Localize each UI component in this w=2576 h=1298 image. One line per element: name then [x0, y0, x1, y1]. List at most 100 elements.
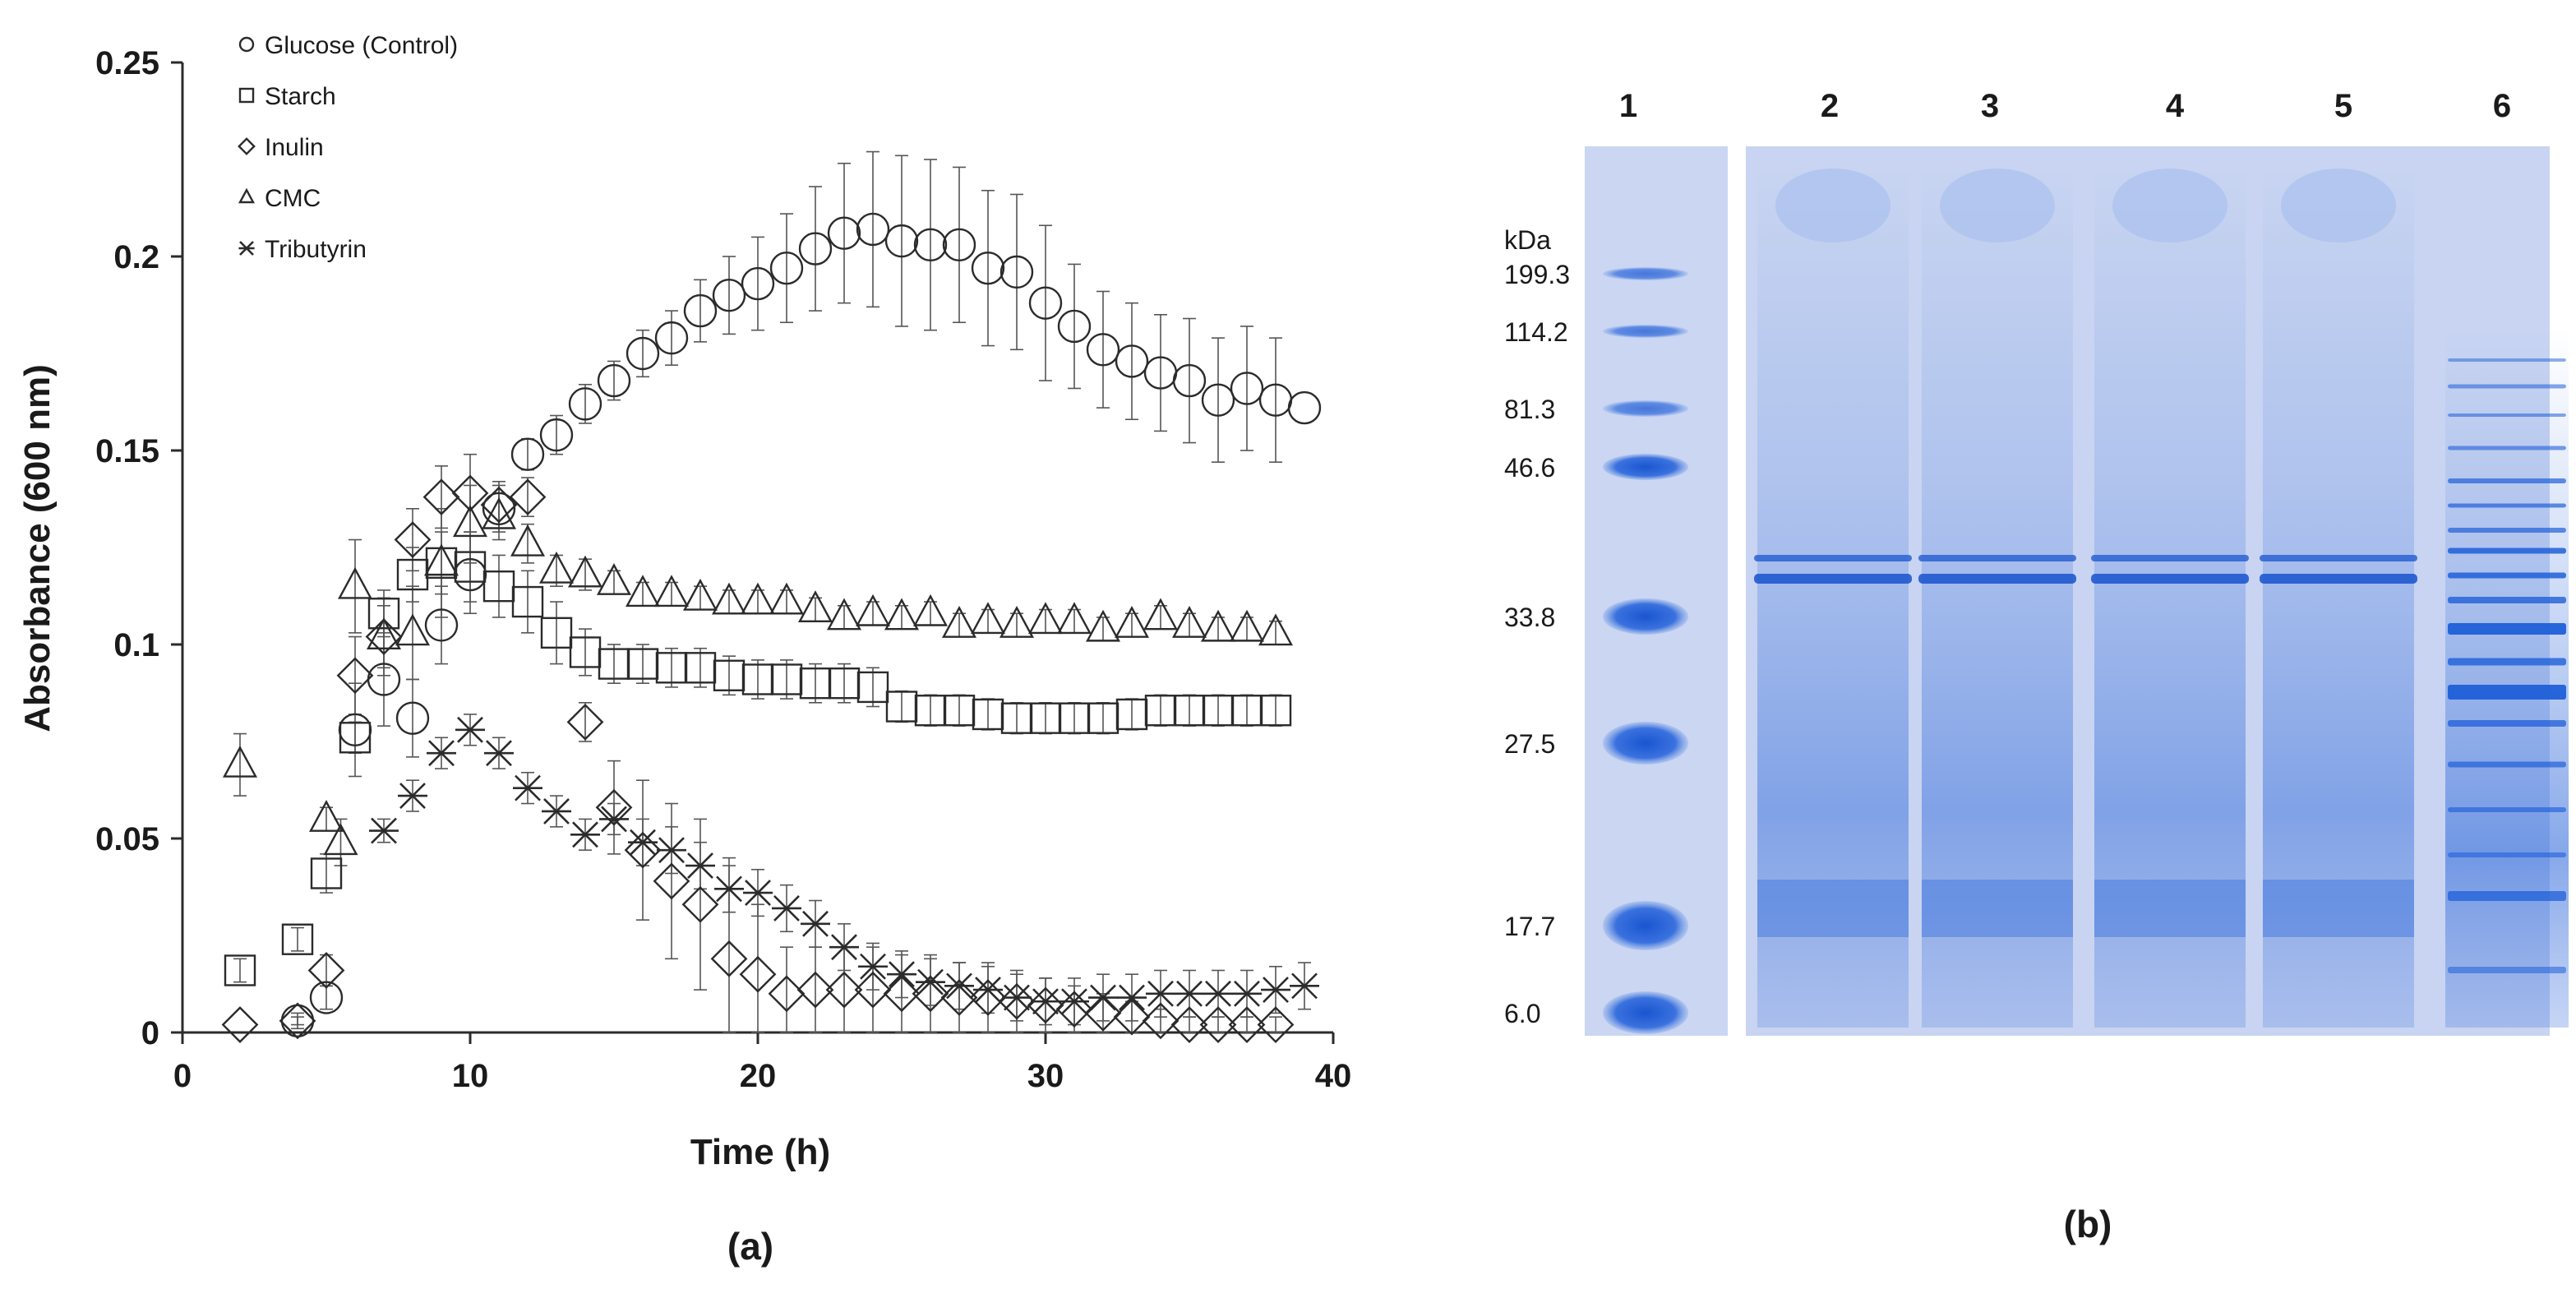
- circle-marker: [913, 228, 948, 262]
- star-marker: [369, 817, 399, 844]
- circle-marker: [1057, 309, 1092, 344]
- triangle-marker: [423, 543, 459, 576]
- circle-marker: [510, 437, 545, 471]
- ladder-band: [1603, 267, 1688, 280]
- series-tributyrin: [369, 716, 1319, 1015]
- triangle-marker: [797, 590, 833, 622]
- square-marker: [511, 585, 544, 618]
- circle-marker: [482, 492, 516, 525]
- triangle-marker: [1143, 598, 1179, 631]
- lane6-band: [2448, 572, 2566, 579]
- diamond-marker: [796, 971, 834, 1009]
- lane6-smear: [2445, 329, 2569, 1028]
- star-marker: [513, 774, 542, 801]
- legend-label: CMC: [265, 185, 321, 212]
- circle-marker: [1287, 390, 1322, 425]
- data-points: [221, 212, 1322, 1043]
- star-marker: [427, 740, 456, 767]
- star-marker: [772, 895, 801, 922]
- star-marker: [628, 829, 658, 856]
- circle-marker: [798, 232, 833, 266]
- triangle-marker: [538, 551, 575, 584]
- legend-label: Inulin: [265, 134, 324, 161]
- lane6-band: [2448, 597, 2566, 603]
- gel-bands: [1603, 164, 2569, 1034]
- star-marker: [858, 953, 888, 980]
- triangle-marker: [452, 505, 488, 538]
- diamond-marker: [509, 478, 547, 516]
- star-marker: [1203, 980, 1233, 1007]
- triangle-marker: [999, 605, 1035, 638]
- triangle-marker: [596, 563, 632, 595]
- star-marker: [714, 875, 744, 903]
- triangle-marker: [323, 823, 358, 856]
- star-marker: [398, 783, 427, 809]
- circle-marker: [712, 279, 746, 312]
- square-marker: [310, 857, 343, 889]
- protein-band: [1918, 555, 2076, 561]
- star-marker: [570, 821, 600, 848]
- protein-band: [2091, 574, 2249, 584]
- diamond-marker: [451, 474, 489, 512]
- ladder-band: [1603, 325, 1688, 338]
- y-tick-label: 0.2: [113, 239, 159, 275]
- protein-band: [2091, 555, 2249, 561]
- diamond-marker: [566, 704, 604, 741]
- y-tick-label: 0: [141, 1015, 159, 1051]
- y-tick-label: 0.15: [95, 433, 159, 469]
- low-mw-smear: [2094, 880, 2246, 937]
- diamond-marker: [365, 618, 403, 655]
- lane6-band: [2448, 623, 2566, 635]
- marker-size-label: 46.6: [1504, 453, 1555, 483]
- circle-marker: [884, 224, 919, 258]
- x-tick-label: 40: [1315, 1058, 1352, 1094]
- marker-size-label: 199.3: [1504, 260, 1570, 289]
- diamond-marker: [1228, 1006, 1266, 1043]
- diamond-marker: [653, 862, 690, 900]
- kda-unit-label: kDa: [1504, 225, 1551, 255]
- lane-number: 5: [2334, 88, 2352, 124]
- diamond-marker: [912, 975, 949, 1013]
- lane6-band: [2448, 528, 2566, 533]
- error-bars: [233, 150, 1311, 1033]
- y-axis-label: Absorbance (600 nm): [17, 364, 58, 732]
- lane6-band: [2448, 658, 2566, 666]
- triangle-marker: [481, 497, 517, 529]
- protein-band: [2260, 555, 2417, 561]
- marker-size-label: 81.3: [1504, 395, 1555, 424]
- ladder-band: [1603, 722, 1688, 764]
- triangle-marker: [855, 594, 891, 626]
- triangle-marker: [395, 613, 431, 646]
- square-marker: [856, 671, 889, 704]
- triangle-marker: [567, 555, 603, 588]
- lane6-band: [2448, 685, 2566, 700]
- star-marker: [1031, 988, 1060, 1015]
- star-marker: [743, 880, 773, 906]
- circle-marker: [942, 228, 976, 262]
- series-starch: [224, 547, 1292, 986]
- lane-number: 6: [2493, 88, 2511, 124]
- triangle-marker: [1171, 605, 1207, 638]
- circle-marker: [424, 608, 459, 642]
- star-marker: [1059, 988, 1089, 1015]
- lane6-band: [2448, 358, 2566, 362]
- circle-marker: [1230, 372, 1264, 405]
- triangle-marker: [941, 605, 977, 638]
- triangle-marker: [1056, 602, 1092, 635]
- x-tick-label: 10: [452, 1058, 489, 1094]
- star-marker: [1290, 972, 1319, 1000]
- circle-marker: [1086, 333, 1120, 367]
- lane-number: 4: [2166, 88, 2185, 124]
- ladder-band: [1603, 991, 1688, 1034]
- triangle-marker: [366, 617, 402, 650]
- legend-triangle-icon: [238, 187, 256, 204]
- square-marker: [224, 954, 256, 986]
- diamond-marker: [422, 478, 460, 516]
- triangle-marker: [1229, 609, 1265, 642]
- lane6-band: [2448, 547, 2566, 554]
- ladder-band: [1603, 454, 1688, 480]
- ladder-band: [1603, 598, 1688, 635]
- ladder-band: [1603, 400, 1688, 417]
- diamond-marker: [624, 831, 662, 869]
- legend-diamond-icon: [238, 137, 256, 155]
